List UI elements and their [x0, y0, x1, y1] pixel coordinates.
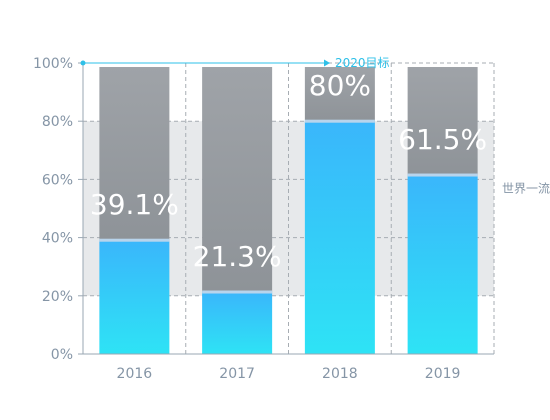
- x-tick-label-2017: 2017: [219, 366, 255, 382]
- y-tick-label: 80%: [42, 114, 73, 130]
- bar-value-2019[interactable]: [407, 175, 478, 354]
- benchmark-band-label: 世界一流: [502, 182, 550, 196]
- x-tick-label-2019: 2019: [425, 366, 461, 382]
- x-tick-label-2016: 2016: [117, 366, 153, 382]
- x-tick-label-2018: 2018: [322, 366, 358, 382]
- bar-value-label-2018: 80%: [309, 69, 371, 102]
- bar-value-label-2016: 39.1%: [90, 188, 179, 221]
- bar-value-label-2017: 21.3%: [193, 240, 282, 273]
- y-tick-label: 0%: [51, 347, 73, 363]
- bar-separator-2018: [304, 119, 375, 123]
- bar-remainder-2019: [407, 67, 478, 176]
- bar-value-2017[interactable]: [202, 292, 273, 354]
- bar-separator-2016: [99, 238, 170, 242]
- target-label: 2020目标: [335, 56, 390, 70]
- target-arrow-icon: [324, 59, 330, 67]
- bar-remainder-2017: [202, 67, 273, 293]
- bar-value-2016[interactable]: [99, 240, 170, 354]
- bar-remainder-2018: [304, 67, 375, 122]
- bar-value-label-2019: 61.5%: [398, 123, 487, 156]
- y-tick-label: 60%: [42, 172, 73, 188]
- y-tick-label: 40%: [42, 231, 73, 247]
- bar-separator-2017: [202, 290, 273, 294]
- bar-separator-2019: [407, 173, 478, 177]
- bar-value-2018[interactable]: [304, 121, 375, 354]
- bar-remainder-2016: [99, 67, 170, 241]
- y-tick-label: 20%: [42, 289, 73, 305]
- y-tick-label: 100%: [33, 56, 73, 72]
